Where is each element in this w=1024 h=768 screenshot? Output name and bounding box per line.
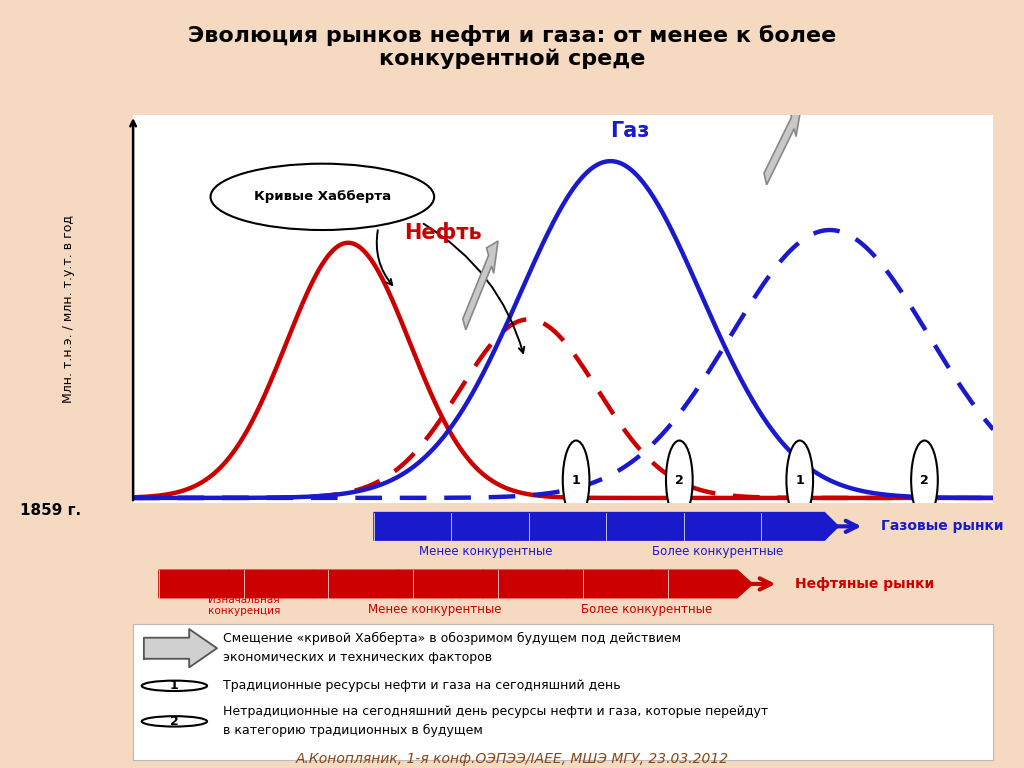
Text: 1859 г.: 1859 г. [20, 503, 82, 518]
FancyArrow shape [764, 105, 802, 185]
Text: Кривые Хабберта: Кривые Хабберта [254, 190, 391, 204]
Polygon shape [652, 570, 753, 598]
Polygon shape [228, 570, 329, 598]
Text: 1: 1 [170, 680, 179, 692]
Circle shape [563, 441, 590, 520]
Text: Изначальная
конкуренция: Изначальная конкуренция [208, 595, 280, 616]
Text: Нефть: Нефть [404, 222, 481, 243]
Text: 1: 1 [571, 474, 581, 487]
Text: Менее конкурентные: Менее конкурентные [419, 545, 553, 558]
Text: экономических и технических факторов: экономических и технических факторов [223, 650, 493, 664]
Polygon shape [748, 512, 839, 540]
Polygon shape [143, 629, 217, 667]
Polygon shape [670, 512, 761, 540]
Circle shape [141, 680, 207, 691]
Circle shape [786, 441, 813, 520]
Text: в категорию традиционных в будущем: в категорию традиционных в будущем [223, 724, 483, 737]
Text: 2: 2 [921, 474, 929, 487]
Polygon shape [515, 512, 606, 540]
Polygon shape [592, 512, 684, 540]
Text: Более конкурентные: Более конкурентные [581, 603, 712, 616]
Text: Эволюция рынков нефти и газа: от менее к более
конкурентной среде: Эволюция рынков нефти и газа: от менее к… [187, 25, 837, 69]
Text: Нетрадиционные на сегодняшний день ресурсы нефти и газа, которые перейдут: Нетрадиционные на сегодняшний день ресур… [223, 705, 769, 718]
Text: 2: 2 [170, 715, 179, 728]
Text: А.Конопляник, 1-я конф.ОЭПЭЭ/IAEE, МШЭ МГУ, 23.03.2012: А.Конопляник, 1-я конф.ОЭПЭЭ/IAEE, МШЭ М… [296, 752, 728, 766]
FancyArrow shape [463, 241, 498, 329]
Circle shape [666, 441, 692, 520]
Text: Смещение «кривой Хабберта» в обозримом будущем под действием: Смещение «кривой Хабберта» в обозримом б… [223, 631, 682, 644]
Text: Млн. т.н.э. / млн. т.у.т. в год: Млн. т.н.э. / млн. т.у.т. в год [62, 215, 75, 403]
Text: 1: 1 [796, 474, 804, 487]
Circle shape [141, 717, 207, 727]
Text: 2: 2 [675, 474, 684, 487]
Text: Нефтяные рынки: Нефтяные рынки [796, 577, 935, 591]
Circle shape [911, 441, 938, 520]
Text: Менее конкурентные: Менее конкурентные [368, 603, 501, 616]
Polygon shape [398, 570, 498, 598]
Text: Более конкурентные: Более конкурентные [652, 545, 783, 558]
Polygon shape [567, 570, 668, 598]
Polygon shape [159, 570, 244, 598]
Text: Газовые рынки: Газовые рынки [882, 519, 1004, 533]
Text: Газ: Газ [610, 121, 650, 141]
Ellipse shape [211, 164, 434, 230]
Polygon shape [437, 512, 528, 540]
Polygon shape [313, 570, 414, 598]
Polygon shape [482, 570, 583, 598]
Polygon shape [374, 512, 452, 540]
Text: Традиционные ресурсы нефти и газа на сегодняшний день: Традиционные ресурсы нефти и газа на сег… [223, 680, 622, 692]
